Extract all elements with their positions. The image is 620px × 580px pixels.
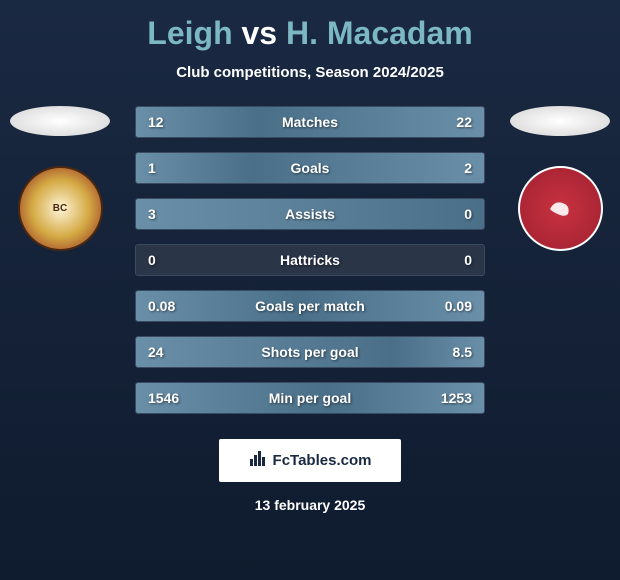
stat-bar: 12 Matches 22 xyxy=(135,106,485,138)
stat-value-right: 0.09 xyxy=(445,298,472,314)
stat-label: Goals xyxy=(291,160,330,176)
player1-column: BC xyxy=(5,106,115,251)
vs-text: vs xyxy=(242,15,278,51)
stat-value-right: 1253 xyxy=(441,390,472,406)
stat-bar: 1546 Min per goal 1253 xyxy=(135,382,485,414)
shrimp-icon xyxy=(540,189,580,229)
stat-value-right: 2 xyxy=(464,160,472,176)
stat-bar: 0.08 Goals per match 0.09 xyxy=(135,290,485,322)
subtitle: Club competitions, Season 2024/2025 xyxy=(0,64,620,81)
player1-club-badge: BC xyxy=(18,166,103,251)
stat-value-left: 0 xyxy=(148,252,156,268)
page-title: Leigh vs H. Macadam xyxy=(0,0,620,52)
stat-value-left: 12 xyxy=(148,114,164,130)
date-text: 13 february 2025 xyxy=(255,497,366,513)
stat-bar: 0 Hattricks 0 xyxy=(135,244,485,276)
brand-text: FcTables.com xyxy=(273,452,372,469)
stat-value-right: 22 xyxy=(456,114,472,130)
stat-value-left: 3 xyxy=(148,206,156,222)
brand-box[interactable]: FcTables.com xyxy=(219,439,402,482)
stats-column: 12 Matches 22 1 Goals 2 3 Assists 0 0 Hattricks 0 0.… xyxy=(135,106,485,414)
bar-fill-right xyxy=(252,153,484,183)
footer: FcTables.com 13 february 2025 xyxy=(0,439,620,513)
stat-bar: 24 Shots per goal 8.5 xyxy=(135,336,485,368)
stat-bar: 3 Assists 0 xyxy=(135,198,485,230)
stat-label: Shots per goal xyxy=(261,344,358,360)
player2-column xyxy=(505,106,615,251)
stat-bar: 1 Goals 2 xyxy=(135,152,485,184)
stat-label: Hattricks xyxy=(280,252,340,268)
stat-value-right: 0 xyxy=(464,252,472,268)
player2-club-badge xyxy=(518,166,603,251)
stat-value-left: 24 xyxy=(148,344,164,360)
badge-left-text: BC xyxy=(53,203,67,214)
stat-label: Matches xyxy=(282,114,338,130)
stat-label: Min per goal xyxy=(269,390,351,406)
stat-label: Goals per match xyxy=(255,298,365,314)
stat-value-left: 0.08 xyxy=(148,298,175,314)
chart-icon xyxy=(249,449,267,472)
stat-value-left: 1546 xyxy=(148,390,179,406)
content-area: BC 12 Matches 22 1 Goals 2 3 Assists 0 0 Hattricks… xyxy=(0,106,620,414)
player2-silhouette xyxy=(510,106,610,136)
stat-value-right: 8.5 xyxy=(453,344,472,360)
stat-label: Assists xyxy=(285,206,335,222)
stat-value-right: 0 xyxy=(464,206,472,222)
player1-silhouette xyxy=(10,106,110,136)
player1-name: Leigh xyxy=(147,15,232,51)
player2-name: H. Macadam xyxy=(286,15,473,51)
stat-value-left: 1 xyxy=(148,160,156,176)
